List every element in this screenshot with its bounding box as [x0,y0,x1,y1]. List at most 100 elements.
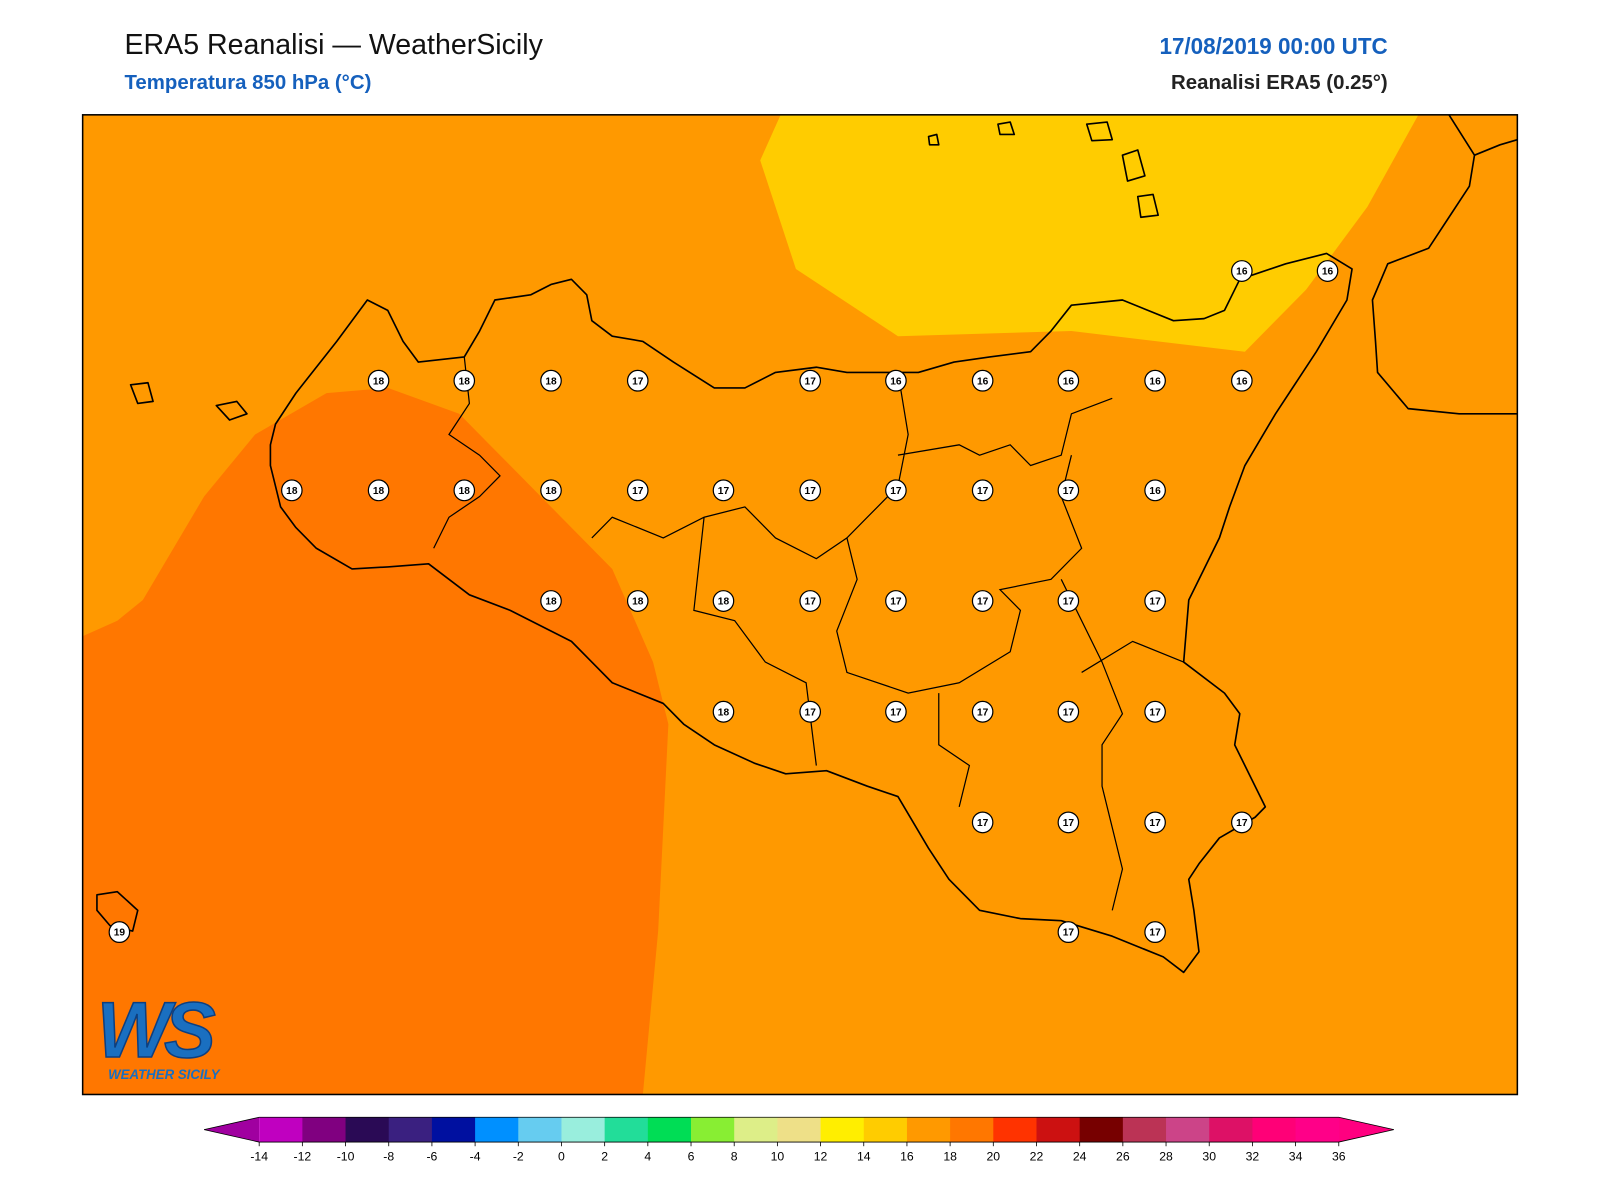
station-marker [1144,921,1166,944]
colorbar-tick-label: 36 [1332,1150,1346,1164]
colorbar-tick-label: 8 [731,1150,738,1164]
colorbar-tick-label: 0 [558,1150,565,1164]
station-value: 16 [1322,267,1334,278]
station-value: 18 [459,486,471,497]
colorbar-bin [734,1117,778,1143]
colorbar-tick-label: 16 [900,1150,914,1164]
station-marker [1057,700,1080,723]
colorbar-tick-label: 24 [1073,1150,1087,1164]
station-marker [1144,479,1166,502]
colorbar-tick-label: 2 [601,1150,608,1164]
colorbar-bin [647,1117,692,1143]
colorbar-tick-label: 26 [1116,1150,1130,1164]
station-value: 17 [1063,707,1075,718]
station-layer: 16 16 18 18 18 17 17 16 16 16 16 16 18 18 18 18 17 17 17 17… [108,260,1339,944]
logo: WS WEATHER SICILY [96,985,222,1082]
sicily-coastline [269,252,1353,974]
station-value: 16 [1149,486,1161,497]
colorbar-tick-label: -12 [294,1150,312,1164]
station-value: 18 [545,597,557,608]
station-marker [1057,369,1080,392]
station-marker [971,590,994,612]
colorbar-bin [950,1117,994,1143]
station-marker [1231,811,1253,834]
station-value: 17 [1149,707,1161,718]
station-marker [1144,369,1166,392]
station-marker [971,369,994,392]
colorbar-tick-label: 22 [1030,1150,1044,1164]
map-panel: 16 16 18 18 18 17 17 16 16 16 16 16 18 18 18 18 17 17 17 17… [81,114,1519,1096]
station-value: 18 [459,376,471,387]
station-marker [367,479,390,502]
colorbar-tick-label: 34 [1289,1150,1303,1164]
station-marker [540,590,562,612]
station-value: 18 [545,486,557,497]
colorbar-bin [1122,1117,1167,1143]
station-marker [1316,260,1339,282]
colorbar-tick-label: 6 [688,1150,695,1164]
station-marker [1144,590,1166,612]
colorbar-tick-label: -4 [470,1150,481,1164]
station-marker [1231,260,1253,282]
colorbar-bin [1166,1117,1210,1143]
station-value: 17 [805,486,817,497]
station-value: 17 [1063,818,1075,829]
station-value: 17 [977,707,989,718]
station-value: 16 [1063,376,1075,387]
subtitle: Temperatura 850 hPa (°C) [124,71,371,94]
station-value: 17 [1063,928,1075,939]
colorbar-tick-label: 10 [771,1150,785,1164]
colorbar-bin [302,1117,347,1143]
station-value: 17 [632,376,644,387]
colorbar-bin [518,1117,562,1143]
station-value: 18 [545,376,557,387]
station-marker [971,479,994,502]
islands [96,121,1159,932]
colorbar-bin [475,1117,519,1143]
colorbar-bin [1295,1117,1340,1143]
station-marker [453,479,476,502]
station-marker [799,700,822,723]
province-borders [433,356,1184,911]
station-value: 17 [1149,597,1161,608]
colorbar-bin [1209,1117,1253,1143]
station-marker [885,590,907,612]
station-marker [281,479,303,502]
station-value: 17 [718,486,730,497]
colorbar-bin [604,1117,649,1143]
station-marker [712,479,735,502]
station-value: 17 [805,597,817,608]
map-frame [81,114,1519,1096]
station-marker [626,590,649,612]
calabria-coastline [1371,114,1518,415]
station-marker [799,369,822,392]
colorbar-over [1338,1117,1394,1143]
station-marker [1057,590,1080,612]
station-marker [799,590,822,612]
station-value: 17 [805,376,817,387]
station-marker [540,369,562,392]
station-marker [1057,921,1080,944]
colorbar-tick-label: 28 [1159,1150,1173,1164]
colorbar-bin [906,1117,951,1143]
colorbar-bin [820,1117,865,1143]
source: Reanalisi ERA5 (0.25°) [1171,71,1388,94]
station-value: 17 [1236,818,1248,829]
station-marker [1231,369,1253,392]
colorbar-bin [259,1117,303,1143]
colorbar-tick-label: 12 [814,1150,828,1164]
logo-name: WEATHER SICILY [108,1067,221,1082]
station-marker [712,700,735,723]
station-value: 17 [977,818,989,829]
title: ERA5 Reanalisi — WeatherSicily [124,29,543,61]
station-marker [971,811,994,834]
station-value: 17 [890,597,902,608]
colorbar-tick-label: -10 [337,1150,355,1164]
station-marker [108,921,131,944]
colorbar-bin [345,1117,390,1143]
station-marker [453,369,476,392]
station-marker [1144,700,1166,723]
colorbar-tick-label: 30 [1202,1150,1216,1164]
station-marker [1057,811,1080,834]
